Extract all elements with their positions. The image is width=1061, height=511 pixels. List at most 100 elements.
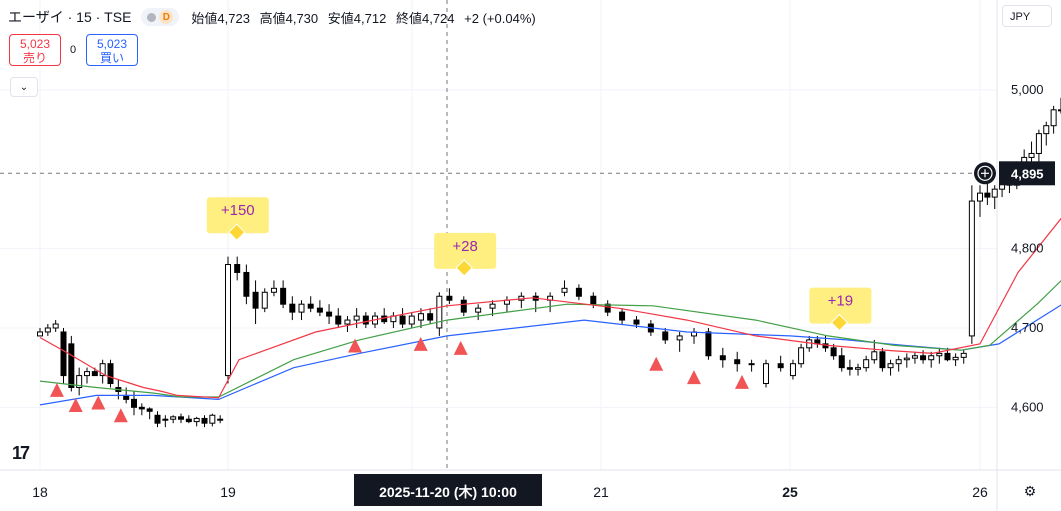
candle-body [475, 307, 482, 313]
candle-body [879, 351, 886, 369]
profit-diamond [830, 313, 849, 332]
candle-body [705, 331, 712, 357]
candle-body [209, 414, 216, 424]
candle-body [326, 311, 333, 317]
candle-body [44, 327, 51, 333]
candle-body [928, 355, 935, 361]
tradingview-logo[interactable]: 17 [12, 443, 30, 463]
candle-body [960, 352, 967, 358]
candle-body [427, 313, 434, 321]
sell-price: 5,023 [19, 37, 51, 51]
candle-body [619, 311, 626, 321]
buy-price: 5,023 [96, 37, 128, 51]
candle-body [362, 315, 369, 325]
candle-body [436, 295, 443, 329]
candle-body [1028, 152, 1035, 158]
candle-body [261, 291, 268, 309]
profit-diamond [455, 259, 473, 277]
candle-body [335, 315, 342, 325]
candle-body [178, 416, 184, 420]
candle-body [838, 355, 845, 369]
profit-label: +28 [452, 238, 477, 255]
candle-body [968, 200, 975, 337]
candle-body [561, 287, 568, 293]
candle-body [806, 339, 813, 349]
candle-body [344, 319, 351, 325]
currency-button[interactable]: JPY [1002, 5, 1052, 27]
market-status[interactable]: D [141, 8, 180, 26]
candle-body [903, 357, 910, 361]
buy-signal-marker [453, 340, 468, 355]
candle-body [633, 319, 640, 325]
plus-circle-ring [977, 165, 993, 181]
candle-body [676, 335, 683, 341]
price-tick-label: 4,600 [1011, 399, 1044, 414]
candle-body [719, 355, 726, 361]
high-value: 4,730 [285, 10, 319, 26]
candle-body [920, 355, 927, 361]
candle-body [863, 359, 870, 369]
candle-body [911, 355, 918, 359]
candle-body [1035, 133, 1042, 154]
candle-body [138, 406, 145, 410]
time-tick-label: 21 [593, 484, 609, 500]
candle-body [446, 295, 453, 301]
candle-body [604, 303, 611, 313]
buy-signal-marker [348, 338, 363, 353]
candle-body [871, 351, 878, 361]
candle-body [489, 303, 496, 309]
candle-body [408, 315, 415, 325]
sell-label: 売り [22, 51, 47, 65]
buy-button[interactable]: 5,023 買い [86, 34, 138, 66]
candle-body [154, 414, 161, 424]
buy-signal-marker [413, 336, 428, 351]
candle-body [855, 367, 862, 370]
candle-body [399, 315, 406, 325]
candle-body [887, 363, 894, 369]
symbol-title[interactable]: エーザイ · 15 · TSE [8, 9, 132, 25]
change-value: +2 (+0.04%) [464, 10, 536, 26]
ma-mid-line [39, 279, 1061, 398]
low-value: 4,712 [353, 10, 387, 26]
crosshair-time-label: 2025-11-20 (木) 10:00 [379, 484, 517, 500]
candle-body [162, 418, 169, 421]
buy-label: 買い [99, 51, 124, 65]
candle-body [91, 371, 98, 377]
profit-badge [206, 197, 269, 234]
candle-body [662, 331, 669, 341]
ma-fast-line [39, 217, 1061, 399]
gear-icon[interactable]: ⚙ [1023, 482, 1037, 499]
candle-body [243, 271, 250, 297]
time-tick-label: 26 [972, 484, 988, 500]
candle-body [590, 295, 597, 305]
price-tick-label: 4,700 [1011, 320, 1044, 335]
open-value: 4,723 [217, 10, 250, 26]
spread-value: 0 [70, 44, 77, 56]
price-tick-label: 4,800 [1011, 241, 1044, 256]
profit-diamond [228, 223, 246, 241]
candle-body [748, 363, 755, 366]
current-price-tag [999, 161, 1055, 186]
candle-body [280, 287, 287, 305]
candle-body [1050, 109, 1057, 127]
buy-signal-marker [68, 397, 83, 412]
buy-signal-marker [686, 370, 701, 385]
candle-body [217, 418, 224, 421]
candle-body [201, 417, 208, 424]
candle-body [830, 347, 837, 357]
candle-body [460, 299, 467, 313]
candle-body [185, 418, 192, 423]
status-dot [147, 12, 157, 22]
time-tick-label: 18 [32, 484, 48, 500]
candle-body [252, 291, 259, 309]
crosshair-time-tag [354, 474, 542, 506]
sell-button[interactable]: 5,023 売り [9, 34, 61, 66]
collapse-button[interactable]: ⌄ [10, 77, 38, 97]
candle-body [798, 347, 805, 365]
candle-body [952, 356, 959, 361]
candle-body [991, 188, 998, 198]
ma-slow-line [39, 304, 1061, 406]
candle-body [225, 264, 231, 377]
buy-signal-marker [91, 395, 106, 410]
